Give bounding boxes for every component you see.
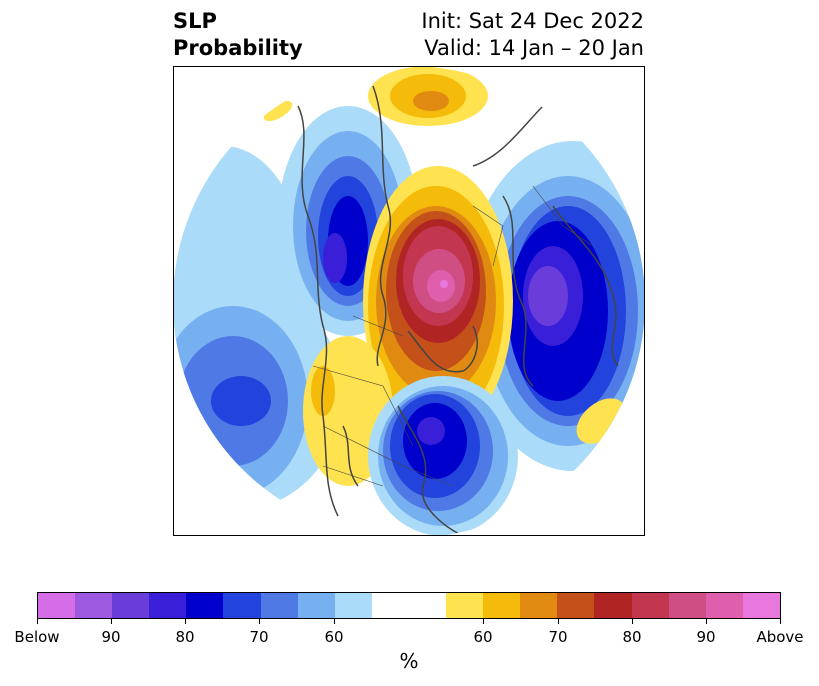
colorbar-swatch [38,593,76,618]
colorbar-label: 90 [696,628,716,646]
colorbar-swatch [557,593,595,618]
title-line-1: SLP [173,9,217,33]
colorbar-label: Above [756,628,804,646]
date-info: Init: Sat 24 Dec 2022 Valid: 14 Jan – 20… [421,8,644,62]
colorbar-unit: % [399,649,419,673]
east-na-low-anomaly [368,376,518,536]
pacific-high-patch [263,100,293,122]
colorbar-swatch [223,593,261,618]
colorbar-label: 90 [101,628,121,646]
borders [312,185,594,487]
colorbar-swatch [297,593,335,618]
colorbar-label: 70 [548,628,568,646]
colorbar-label: 60 [324,628,344,646]
colorbar-swatch [334,593,372,618]
colorbar [37,592,781,619]
colorbar-label: 60 [473,628,493,646]
map-frame [173,66,645,536]
colorbar-swatch [483,593,521,618]
colorbar-swatch [520,593,558,618]
colorbar-label: 80 [175,628,195,646]
colorbar-swatch [186,593,224,618]
colorbar-swatch [742,593,780,618]
colorbar-swatch [705,593,743,618]
colorbar-swatch [594,593,632,618]
colorbar-swatch [75,593,113,618]
title-line-2: Probability [173,36,303,60]
valid-range: Valid: 14 Jan – 20 Jan [424,36,644,60]
map-title: SLP Probability [173,8,303,62]
siberia-high-anomaly [368,66,488,126]
colorbar-swatch [668,593,706,618]
europe-low-anomaly [463,141,645,471]
colorbar-swatch [149,593,187,618]
colorbar-swatch [446,593,484,618]
colorbar-swatch [112,593,150,618]
colorbar-swatch [371,593,447,618]
colorbar-label: 80 [622,628,642,646]
colorbar-ticks [37,619,781,625]
colorbar-swatch [260,593,298,618]
colorbar-swatch [631,593,669,618]
colorbar-label: Below [14,628,60,646]
colorbar-label: 70 [249,628,269,646]
init-date: Init: Sat 24 Dec 2022 [421,9,644,33]
probability-map [173,66,645,536]
